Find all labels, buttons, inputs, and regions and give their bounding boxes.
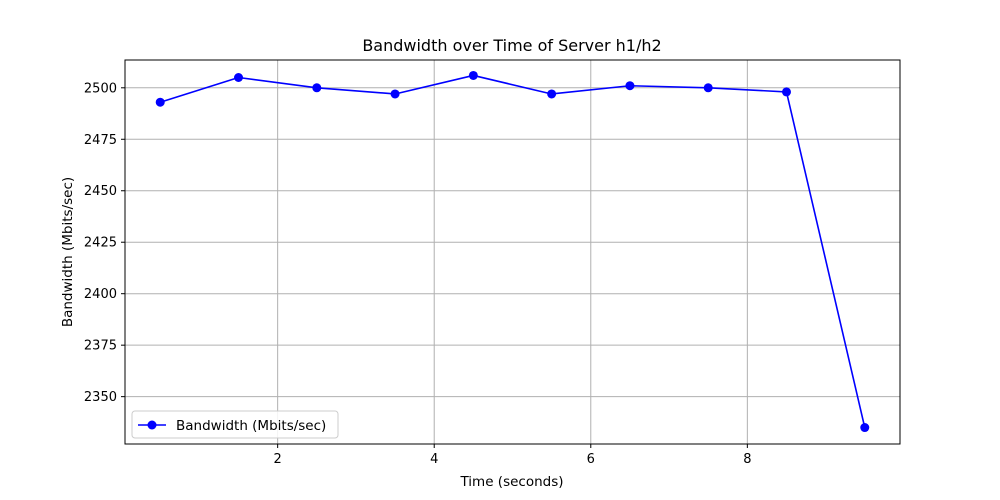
grid-lines xyxy=(125,60,900,444)
x-axis: 2 4 6 8 xyxy=(274,444,751,467)
legend-marker-swatch xyxy=(147,420,157,430)
legend-box xyxy=(131,410,339,439)
plot-area-frame xyxy=(124,59,901,445)
x-tick-label: 2 xyxy=(274,452,282,467)
y-tick-label: 2475 xyxy=(84,133,117,148)
data-point xyxy=(703,83,713,93)
legend-label: Bandwidth (Mbits/sec) xyxy=(176,418,326,434)
data-point xyxy=(860,423,870,433)
data-point xyxy=(781,87,791,97)
x-tick-label: 8 xyxy=(743,452,751,467)
y-tick-label: 2375 xyxy=(84,339,117,354)
data-point xyxy=(312,83,322,93)
x-tick-label: 4 xyxy=(430,452,438,467)
y-tick-label: 2400 xyxy=(84,287,117,302)
data-point xyxy=(625,81,635,91)
y-axis: 2350 2375 2400 2425 2450 2475 2500 xyxy=(84,81,125,405)
data-point xyxy=(468,70,478,80)
chart-title: Bandwidth over Time of Server h1/h2 xyxy=(362,36,661,55)
x-axis-title: Time (seconds) xyxy=(459,474,563,490)
data-point xyxy=(234,73,244,83)
y-tick-label: 2450 xyxy=(84,184,117,199)
data-point xyxy=(547,89,557,99)
y-axis-title: Bandwidth (Mbits/sec) xyxy=(60,177,76,327)
legend: Bandwidth (Mbits/sec) xyxy=(131,410,339,439)
data-point xyxy=(155,97,165,107)
data-point xyxy=(390,89,400,99)
y-tick-label: 2425 xyxy=(84,236,117,251)
series-bandwidth xyxy=(155,70,870,433)
x-tick-label: 6 xyxy=(587,452,595,467)
y-tick-label: 2350 xyxy=(84,390,117,405)
series-line xyxy=(159,74,866,428)
y-tick-label: 2500 xyxy=(84,81,117,96)
